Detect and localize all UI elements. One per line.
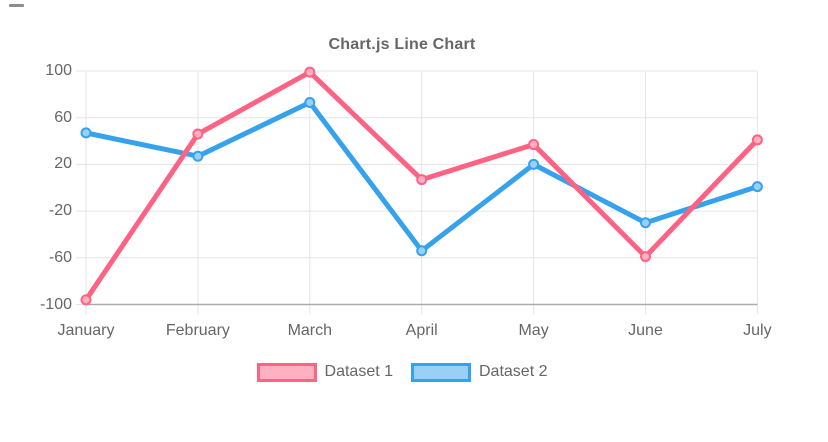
legend-swatch-dataset-1	[256, 362, 317, 382]
y-tick-label: 20	[54, 155, 72, 173]
y-tick-label: -100	[39, 295, 72, 313]
data-point-dataset-2[interactable]	[192, 150, 204, 162]
y-tick-label: 100	[45, 62, 72, 79]
data-point-dataset-2[interactable]	[304, 97, 316, 109]
data-point-dataset-1[interactable]	[528, 139, 540, 151]
y-tick-label: -60	[48, 248, 72, 266]
x-tick-label-february: February	[165, 322, 230, 339]
chart-title: Chart.js Line Chart	[328, 36, 476, 53]
legend-label-dataset-2: Dataset 2	[479, 363, 548, 380]
x-tick-label-april: April	[405, 322, 438, 339]
data-point-dataset-1[interactable]	[304, 66, 316, 78]
stray-mark	[9, 4, 24, 7]
data-point-dataset-1[interactable]	[80, 294, 92, 306]
data-point-dataset-1[interactable]	[751, 134, 763, 146]
x-tick-label-march: March	[287, 322, 333, 339]
data-point-dataset-2[interactable]	[80, 127, 92, 139]
data-point-dataset-2[interactable]	[751, 181, 763, 193]
y-tick-label: 60	[54, 108, 72, 126]
legend-label-dataset-1: Dataset 1	[324, 363, 393, 380]
y-tick-label: -20	[48, 202, 72, 220]
data-point-dataset-2[interactable]	[640, 217, 651, 229]
legend: Dataset 1 Dataset 2	[0, 360, 804, 384]
legend-item-dataset-1[interactable]: Dataset 1	[256, 362, 393, 382]
x-tick-label-may: May	[518, 322, 549, 339]
x-tick-label-june: June	[628, 322, 663, 339]
legend-swatch-dataset-2	[411, 362, 471, 382]
data-point-dataset-2[interactable]	[416, 245, 428, 257]
data-point-dataset-2[interactable]	[528, 158, 540, 170]
x-tick-label-january: January	[57, 322, 115, 339]
data-point-dataset-1[interactable]	[416, 174, 428, 186]
data-point-dataset-1[interactable]	[640, 251, 651, 263]
x-tick-label-july: July	[743, 322, 772, 339]
data-point-dataset-1[interactable]	[192, 128, 204, 140]
legend-item-dataset-2[interactable]: Dataset 2	[411, 362, 547, 382]
